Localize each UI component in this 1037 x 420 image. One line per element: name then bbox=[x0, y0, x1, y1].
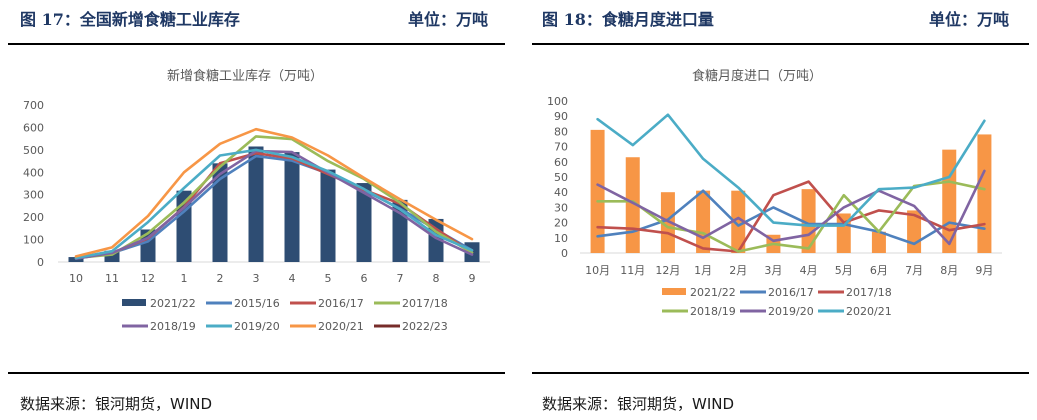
legend-label: 2018/19 bbox=[690, 305, 736, 318]
legend-label: 2018/19 bbox=[150, 320, 196, 333]
top-rule bbox=[532, 43, 1029, 45]
legend-swatch bbox=[122, 299, 146, 306]
x-tick-label: 12 bbox=[141, 272, 155, 285]
bottom-rule bbox=[532, 372, 1029, 374]
y-tick-label: 40 bbox=[554, 186, 568, 199]
bar-2021-22 bbox=[871, 231, 886, 253]
y-tick-label: 700 bbox=[23, 99, 44, 112]
y-tick-label: 0 bbox=[561, 247, 568, 260]
bar-2021-22 bbox=[590, 129, 605, 253]
top-rule bbox=[8, 43, 505, 45]
bar-2021-22 bbox=[731, 190, 746, 253]
y-tick-label: 80 bbox=[554, 125, 568, 138]
x-tick-label: 12月 bbox=[655, 264, 680, 277]
y-tick-label: 0 bbox=[37, 256, 44, 269]
bar-2021-22 bbox=[248, 146, 264, 262]
bar-2021-22 bbox=[977, 134, 992, 253]
y-tick-label: 70 bbox=[554, 141, 568, 154]
legend-label: 2021/22 bbox=[150, 297, 196, 310]
y-tick-label: 200 bbox=[23, 211, 44, 224]
bottom-rule bbox=[8, 372, 505, 374]
y-tick-label: 30 bbox=[554, 201, 568, 214]
bar-2021-22 bbox=[696, 190, 711, 253]
x-tick-label: 6 bbox=[361, 272, 368, 285]
x-tick-label: 9月 bbox=[975, 264, 993, 277]
figure-title: 图 18：食糖月度进口量 bbox=[542, 10, 714, 29]
legend-swatch bbox=[662, 288, 686, 295]
x-tick-label: 10 bbox=[69, 272, 83, 285]
data-source: 数据来源：银河期货，WIND bbox=[542, 395, 735, 413]
y-tick-label: 100 bbox=[547, 95, 568, 108]
x-tick-label: 4 bbox=[289, 272, 296, 285]
legend-label: 2017/18 bbox=[846, 286, 892, 299]
x-tick-label: 10月 bbox=[585, 264, 610, 277]
bar-2021-22 bbox=[801, 189, 816, 253]
x-tick-label: 9 bbox=[469, 272, 476, 285]
y-tick-label: 600 bbox=[23, 121, 44, 134]
x-tick-label: 8 bbox=[433, 272, 440, 285]
legend-label: 2019/20 bbox=[768, 305, 814, 318]
series-line-2017-18 bbox=[74, 135, 474, 260]
x-tick-label: 3月 bbox=[764, 264, 782, 277]
series-line-2020-21 bbox=[596, 113, 986, 227]
legend-label: 2019/20 bbox=[234, 320, 280, 333]
figure-17-panel: 图 17：全国新增食糖工业库存 单位：万吨 新增食糖工业库存（万吨） 0 100 20… bbox=[8, 10, 505, 413]
x-tick-label: 11 bbox=[105, 272, 119, 285]
series-line-2020-21 bbox=[74, 127, 474, 258]
bar-2021-22 bbox=[212, 163, 228, 262]
x-tick-label: 2 bbox=[217, 272, 224, 285]
bar-2021-22 bbox=[942, 149, 957, 253]
chart-title: 食糖月度进口（万吨） bbox=[692, 68, 822, 84]
x-tick-label: 1月 bbox=[694, 264, 712, 277]
figure-title: 图 17：全国新增食糖工业库存 bbox=[20, 10, 240, 29]
legend-label: 2022/23 bbox=[402, 320, 448, 333]
bar-2021-22 bbox=[284, 152, 300, 262]
y-tick-label: 20 bbox=[554, 217, 568, 230]
x-tick-label: 6月 bbox=[870, 264, 888, 277]
x-tick-label: 8月 bbox=[940, 264, 958, 277]
series-line-2017-18 bbox=[596, 180, 986, 253]
data-source: 数据来源：银河期货，WIND bbox=[20, 395, 213, 413]
y-tick-label: 60 bbox=[554, 156, 568, 169]
legend-label: 2020/21 bbox=[846, 305, 892, 318]
y-tick-label: 500 bbox=[23, 144, 44, 157]
x-tick-label: 5 bbox=[325, 272, 332, 285]
series-line-2019-20 bbox=[74, 148, 474, 260]
figure-unit: 单位：万吨 bbox=[929, 10, 1010, 29]
bar-2021-22 bbox=[660, 192, 675, 253]
x-tick-label: 1 bbox=[181, 272, 188, 285]
legend-label: 2016/17 bbox=[768, 286, 814, 299]
legend-label: 2016/17 bbox=[318, 297, 364, 310]
x-tick-label: 4月 bbox=[800, 264, 818, 277]
figure-unit: 单位：万吨 bbox=[408, 10, 489, 29]
y-tick-label: 300 bbox=[23, 189, 44, 202]
legend-label: 2020/21 bbox=[318, 320, 364, 333]
bar-2021-22 bbox=[356, 183, 372, 262]
figure-18-panel: 图 18：食糖月度进口量 单位：万吨 食糖月度进口（万吨） 0 10 20 30 40 50… bbox=[530, 0, 1037, 420]
x-tick-label: 5月 bbox=[835, 264, 853, 277]
x-tick-label: 2月 bbox=[729, 264, 747, 277]
chart-title: 新增食糖工业库存（万吨） bbox=[167, 68, 323, 84]
y-tick-label: 50 bbox=[554, 171, 568, 184]
x-tick-label: 3 bbox=[253, 272, 260, 285]
x-tick-label: 7 bbox=[397, 272, 404, 285]
legend-label: 2015/16 bbox=[234, 297, 280, 310]
bar-2021-22 bbox=[320, 169, 336, 262]
y-tick-label: 10 bbox=[554, 232, 568, 245]
series-line-2019-20 bbox=[596, 169, 986, 246]
x-tick-label: 11月 bbox=[620, 264, 645, 277]
y-tick-label: 400 bbox=[23, 166, 44, 179]
y-tick-label: 90 bbox=[554, 110, 568, 123]
series-line-2018-19 bbox=[74, 149, 474, 260]
y-tick-label: 100 bbox=[23, 234, 44, 247]
import-chart: 食糖月度进口（万吨） 0 10 20 30 40 50 60 70 80 90 100 10月 11月 12… bbox=[547, 68, 1002, 318]
bar-2021-22 bbox=[104, 250, 120, 262]
x-tick-label: 7月 bbox=[905, 264, 923, 277]
legend-label: 2017/18 bbox=[402, 297, 448, 310]
legend-label: 2021/22 bbox=[690, 286, 736, 299]
